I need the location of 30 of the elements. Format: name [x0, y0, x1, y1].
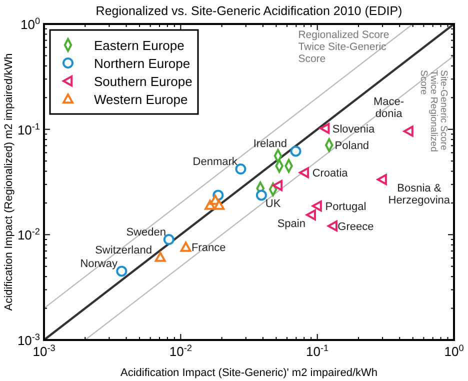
annotation: Spain — [277, 218, 306, 230]
x-tick-label: 10$^{-2}$ — [169, 343, 192, 359]
x-tick-label: 10$^{-1}$ — [306, 343, 329, 359]
annotation: Site-Generic Score Twice Regionalized Score — [418, 70, 449, 152]
x-axis-title: Acidification Impact (Site-Generic)' m2 impaired/kWh — [120, 367, 378, 379]
annotation: Mace- donia — [374, 96, 404, 120]
legend-label: Western Europe — [94, 92, 188, 107]
annotation: Ireland — [253, 138, 287, 150]
chart-title: Regionalized vs. Site-Generic Acidification 2010 (EDIP) — [96, 4, 402, 18]
y-tick-label: 10$^{0}$ — [20, 16, 40, 32]
legend-label: Northern Europe — [94, 56, 190, 71]
annotation: UK — [265, 198, 282, 210]
x-tick-label: 10$^{0}$ — [444, 343, 464, 359]
annotation: France — [191, 242, 226, 254]
annotation: Switzerland — [95, 244, 152, 256]
annotation: Slovenia — [332, 123, 376, 136]
annotation: Denmark — [192, 156, 238, 168]
y-tick-label: 10$^{-2}$ — [17, 226, 40, 243]
y-axis-title: Acidification Impact (Regionalized) m2 impaired/kWh — [3, 53, 15, 311]
annotation: Croatia — [312, 168, 349, 180]
y-tick-label: 10$^{-1}$ — [17, 121, 40, 138]
annotation: Bosnia & Herzegovina — [388, 182, 451, 206]
annotation: Poland — [334, 140, 370, 152]
legend-label: Southern Europe — [94, 74, 192, 89]
legend-label: Eastern Europe — [94, 38, 184, 53]
annotation: Greece — [338, 220, 374, 233]
annotation: Regionalized Score Twice Site-Generic Score — [298, 29, 390, 65]
annotation: Portugal — [325, 201, 366, 214]
annotation: Sweden — [126, 226, 166, 238]
annotation: Norway — [80, 258, 118, 270]
